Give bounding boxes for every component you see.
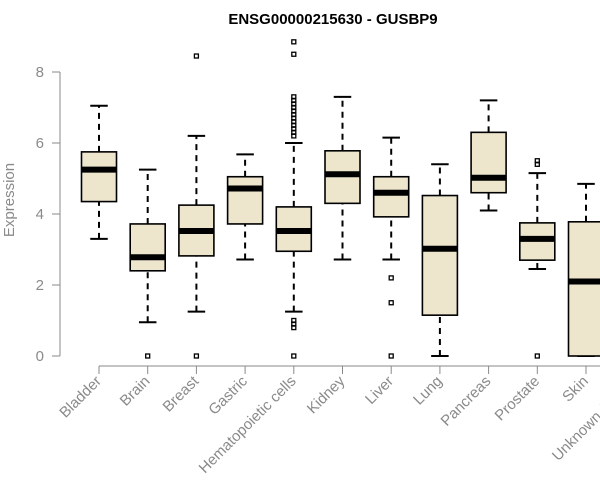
x-tick-label: Kidney [304,372,349,417]
x-tick-label: Bladder [56,373,105,422]
outlier-point [193,353,200,359]
x-tick-label: Hematopoietic cells [196,373,300,477]
iqr-box [372,175,410,218]
box-lung [421,163,459,357]
iqr-box [80,151,118,203]
x-tick-label: Gastric [205,372,251,418]
box-skin [567,182,600,357]
x-tick-label: Skin [559,373,592,406]
x-tick-label: Lung [410,373,446,409]
box-gastric [226,153,264,261]
outlier-point [388,275,394,281]
outlier-point [388,300,394,306]
outlier-point [291,51,297,57]
x-tick-label: Breast [160,372,203,415]
plot-area [80,39,600,359]
iqr-box [470,131,507,194]
box-breast [178,53,215,359]
y-axis-label: Expression [1,163,18,237]
box-brain [129,168,166,359]
chart-title: ENSG00000215630 - GUSBP9 [228,11,437,28]
x-tick-label: Prostate [492,373,544,425]
outlier-point [291,94,297,100]
outlier-point [193,53,200,59]
x-tick-label: Brain [117,373,154,410]
outlier-point [145,353,151,359]
y-tick-label: 4 [36,206,44,223]
iqr-box [567,221,600,357]
box-bladder [80,104,118,240]
outlier-point [388,353,394,359]
outlier-point [534,158,540,164]
box-prostate [518,158,556,359]
x-tick-label: Liver [362,373,397,408]
iqr-box [129,223,166,272]
outlier-point [291,353,297,359]
iqr-box [226,175,264,225]
y-tick-label: 0 [36,348,44,365]
box-liver [372,136,410,359]
y-tick-label: 2 [36,277,44,294]
outlier-point [534,353,540,359]
x-tick-label: Pancreas [438,373,495,430]
box-kidney [324,95,361,261]
y-tick-label: 6 [36,135,44,152]
box-hematopoietic-cells [275,39,313,359]
y-tick-label: 8 [36,64,44,81]
outlier-point [291,317,297,324]
box-pancreas [470,99,507,212]
outlier-point [291,39,297,45]
y-axis: 0 2 4 6 8 [36,64,61,365]
iqr-box [421,194,459,316]
